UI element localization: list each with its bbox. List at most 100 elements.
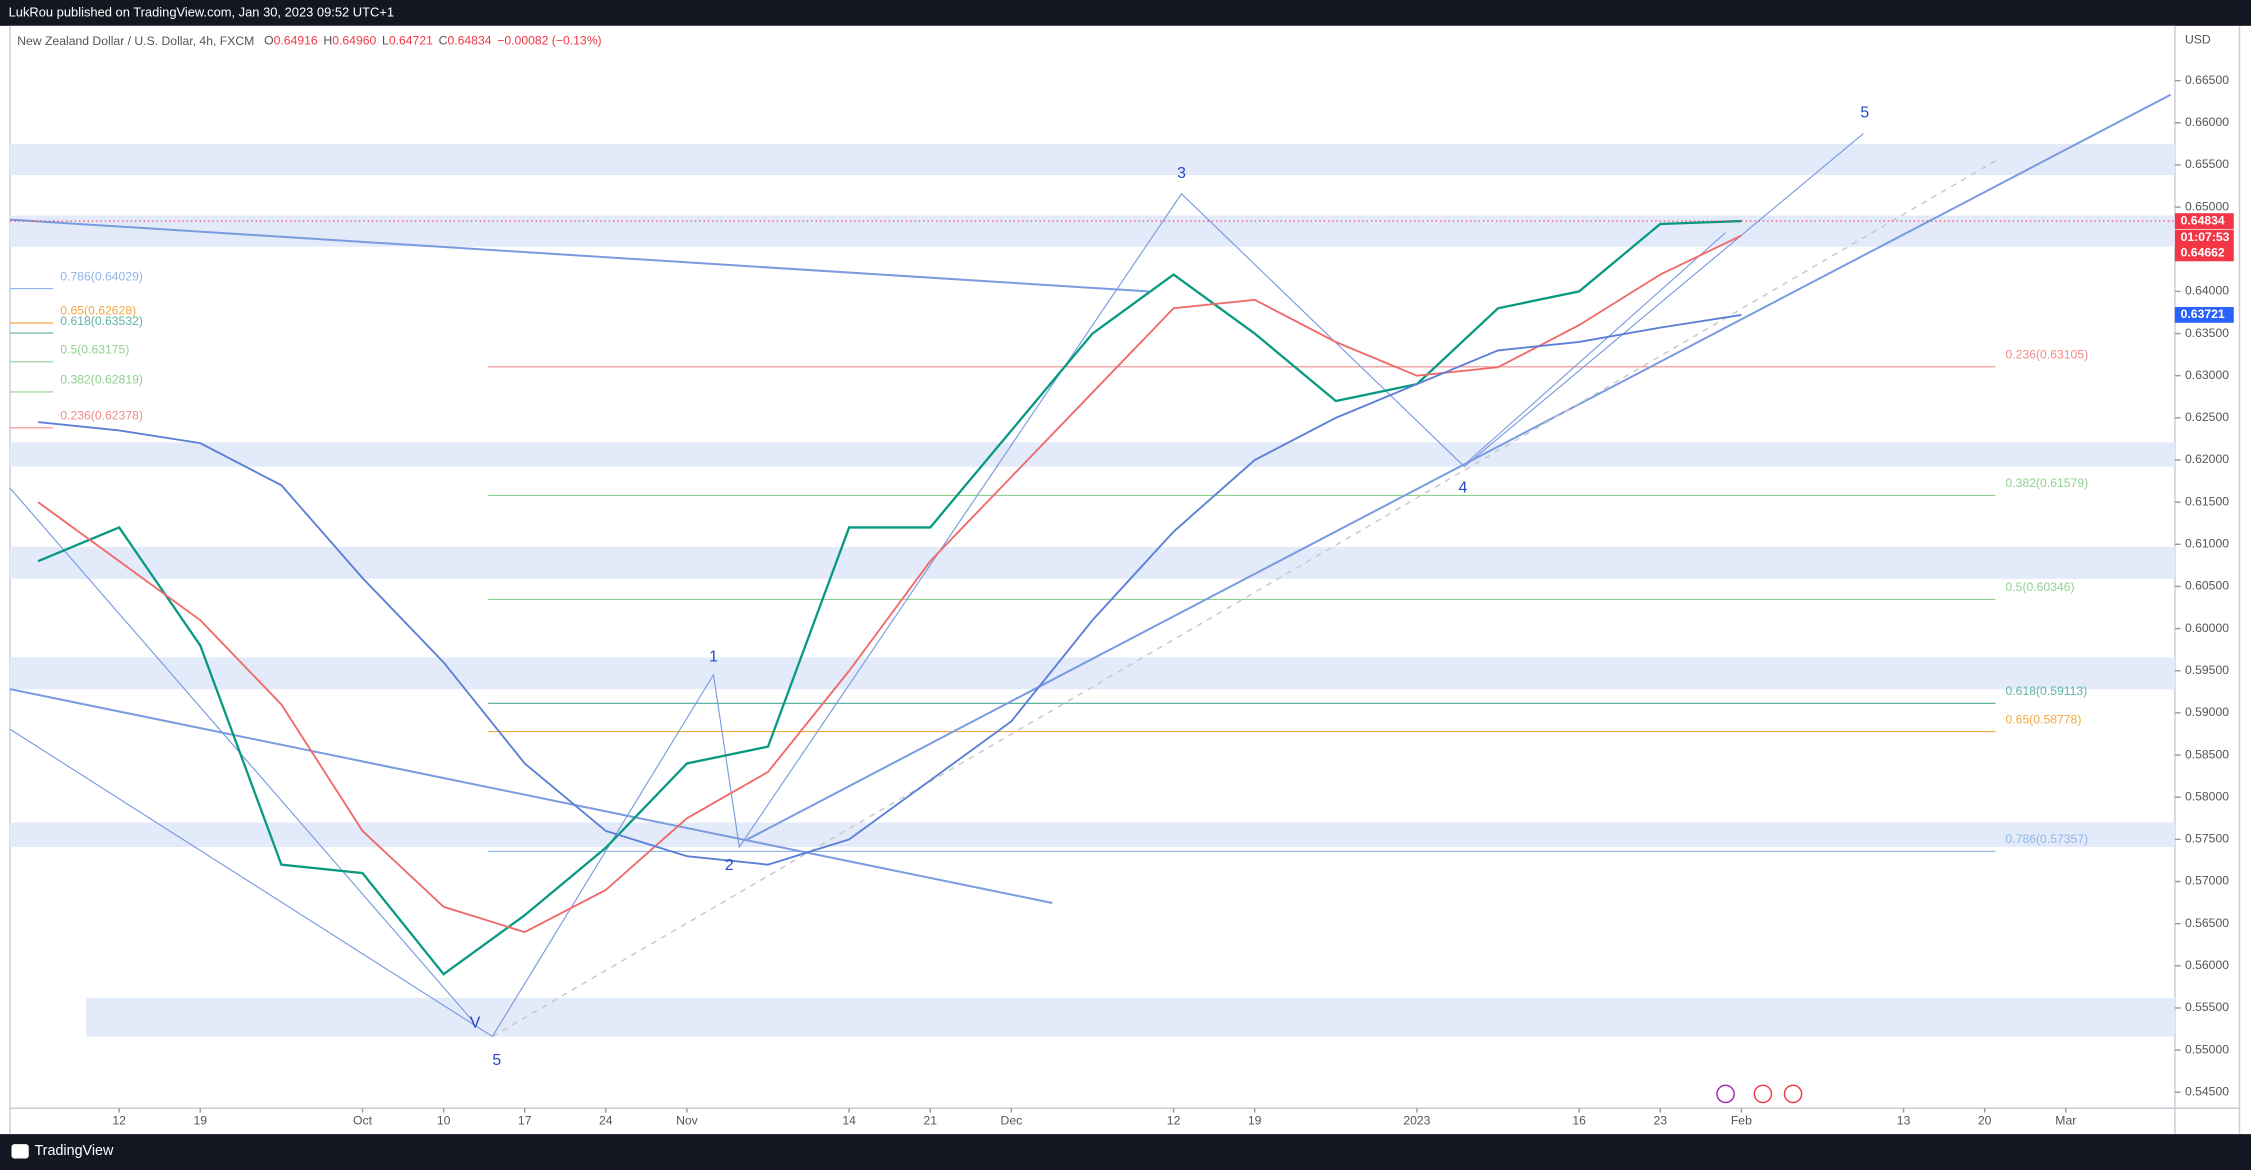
y-tick-label: 0.59500: [2185, 663, 2229, 677]
y-tick-label: 0.63000: [2185, 368, 2229, 382]
zone: [10, 546, 2175, 579]
y-tick-label: 0.60000: [2185, 621, 2229, 635]
x-tick-label: 12: [112, 1113, 126, 1127]
event-icons: [1716, 1084, 1803, 1104]
ohlc-change: −0.00082 (−0.13%): [497, 34, 601, 48]
y-tick-label: 0.57500: [2185, 832, 2229, 846]
ohlc-value: 0.64916: [274, 34, 318, 48]
y-tick-label: 0.61000: [2185, 537, 2229, 551]
logo-icon: [11, 1144, 29, 1159]
price-tag: [2174, 245, 2234, 262]
x-tick-label: 21: [923, 1113, 937, 1127]
y-tick-label: 0.63500: [2185, 326, 2229, 340]
event-icon: [1716, 1084, 1735, 1104]
y-tick-label: 0.58000: [2185, 789, 2229, 803]
trend-line: [9, 218, 1149, 293]
price-tag-label: 0.64662: [2181, 246, 2225, 260]
zone: [86, 997, 2175, 1037]
x-tick-label: 17: [518, 1113, 532, 1127]
price-tag-label: 0.63721: [2181, 307, 2225, 321]
wave-label: 5: [1860, 105, 1869, 122]
series-line: [37, 313, 1742, 866]
x-tick-label: 12: [1167, 1113, 1181, 1127]
y-tick-label: 0.56500: [2185, 916, 2229, 930]
series-line: [37, 234, 1742, 934]
y-tick-label: 0.56000: [2185, 958, 2229, 972]
zone: [10, 822, 2175, 847]
fib-label: 0.5(0.63175): [60, 343, 129, 357]
ohlc: O0.64916 H0.64960 L0.64721 C0.64834 −0.00082…: [264, 34, 601, 48]
fib-label: 0.5(0.60346): [2006, 580, 2075, 594]
wave-label: 2: [725, 857, 734, 874]
x-tick-label: 19: [193, 1113, 207, 1127]
wave-path: [491, 133, 1864, 1037]
y-tick-label: 0.58500: [2185, 747, 2229, 761]
y-tick-label: 0.61500: [2185, 494, 2229, 508]
fib-label: 0.65(0.62628): [60, 304, 136, 318]
fib-label: 0.382(0.61579): [2006, 476, 2089, 490]
x-tick-label: Feb: [1731, 1113, 1752, 1127]
y-tick-label: 0.64000: [2185, 284, 2229, 298]
x-tick-label: Oct: [353, 1113, 373, 1127]
x-tick-label: Dec: [1001, 1113, 1023, 1127]
y-tick-label: 0.62500: [2185, 410, 2229, 424]
ohlc-value: 0.64721: [389, 34, 433, 48]
price-tag: [2174, 213, 2234, 229]
x-tick-label: Nov: [676, 1113, 699, 1127]
trend-line: [9, 728, 493, 1037]
wave-label: 5: [492, 1052, 501, 1069]
y-tick-label: 0.66500: [2185, 73, 2229, 87]
chart-title: New Zealand Dollar / U.S. Dollar, 4h, FX…: [17, 34, 254, 48]
wave-label: 3: [1177, 165, 1186, 182]
bottom-bar: [0, 1134, 2251, 1170]
fib-label: 0.618(0.59113): [2006, 684, 2088, 698]
y-tick-label: 0.60500: [2185, 579, 2229, 593]
fib-label: 0.65(0.58778): [2006, 712, 2082, 726]
fib-label: 0.786(0.57357): [2006, 832, 2089, 846]
fib-label: 0.236(0.62378): [60, 409, 143, 423]
fib-label: 0.236(0.63105): [2006, 348, 2089, 362]
price-tag-label: 01:07:53: [2181, 230, 2230, 244]
y-tick-label: 0.59000: [2185, 705, 2229, 719]
trend-line: [746, 93, 2172, 841]
drawings: [9, 93, 2172, 1038]
x-tick-label: 14: [842, 1113, 856, 1127]
x-tick-label: 2023: [1403, 1113, 1430, 1127]
y-tick-label: 0.66000: [2185, 115, 2229, 129]
event-icon: [1783, 1084, 1803, 1104]
wave-label: 4: [1458, 479, 1467, 496]
x-tick-label: 10: [437, 1113, 451, 1127]
ohlc-key: L: [382, 34, 389, 48]
top-bar: [0, 0, 2251, 26]
fib-label: 0.382(0.62819): [60, 373, 143, 387]
ohlc-key: H: [323, 34, 332, 48]
zone: [10, 657, 2175, 690]
wave-label: 1: [709, 649, 718, 666]
ohlc-key: O: [264, 34, 273, 48]
x-tick-label: 13: [1897, 1113, 1911, 1127]
ohlc-key: C: [439, 34, 448, 48]
series-line: [37, 219, 1742, 976]
ohlc-value: 0.64834: [447, 34, 491, 48]
x-tick-label: 24: [599, 1113, 613, 1127]
y-tick-label: 0.65000: [2185, 199, 2229, 213]
event-icon: [1753, 1084, 1773, 1104]
footer-logo: TradingView: [34, 1143, 114, 1159]
trend-line: [492, 160, 1996, 1038]
zone: [10, 442, 2175, 467]
ohlc-value: 0.64960: [332, 34, 376, 48]
zone: [10, 215, 2175, 247]
axis-unit: USD: [2185, 32, 2211, 46]
y-tick-label: 0.57000: [2185, 874, 2229, 888]
wave-label: V: [470, 1015, 481, 1032]
zone: [10, 143, 2175, 176]
fib-label: 0.618(0.63532): [60, 314, 143, 328]
x-tick-label: 16: [1572, 1113, 1586, 1127]
y-tick-label: 0.62000: [2185, 452, 2229, 466]
x-tick-label: Mar: [2055, 1113, 2076, 1127]
y-tick-label: 0.55000: [2185, 1042, 2229, 1056]
y-tick-label: 0.54500: [2185, 1084, 2229, 1098]
x-tick-label: 19: [1248, 1113, 1262, 1127]
